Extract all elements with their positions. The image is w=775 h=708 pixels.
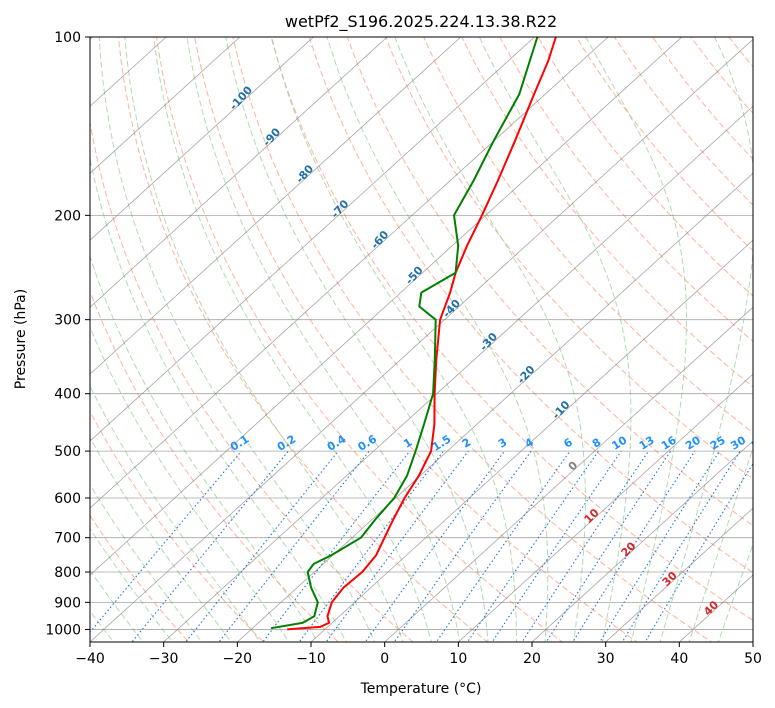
mixing-ratio-label: 36: [749, 433, 769, 452]
dry-adiabat-line: [232, 37, 713, 642]
isotherm-gridline: [90, 37, 241, 174]
isotherm-gridline: [90, 38, 753, 642]
mixing-ratio-line: [364, 450, 505, 642]
isotherm-gridline: [531, 440, 753, 642]
dry-adiabat-line: [423, 37, 753, 434]
dry-adiabat-line: [90, 410, 265, 642]
x-tick-label: −40: [75, 651, 105, 667]
mixing-ratio-line: [131, 450, 289, 642]
moist-adiabat-line: [90, 436, 232, 642]
dry-adiabat-line: [384, 37, 753, 480]
dry-adiabat-line: [90, 119, 414, 642]
isotherm-gridline: [310, 239, 753, 642]
x-tick-label: 30: [597, 651, 615, 667]
isotherm-gridline: [605, 507, 753, 642]
y-tick-label: 100: [54, 30, 81, 46]
y-tick-label: 200: [54, 208, 81, 224]
moist-adiabat-line: [98, 37, 376, 642]
mixing-ratio-line: [521, 450, 650, 642]
moist-adiabat-line: [478, 37, 632, 642]
y-tick-label: 900: [54, 595, 81, 611]
x-tick-label: 20: [523, 651, 541, 667]
isotherm-gridline: [90, 37, 462, 375]
dry-adiabat-line: [499, 37, 753, 343]
dry-adiabat-line: [117, 37, 489, 642]
plot-frame: [89, 36, 754, 643]
x-tick-label: −30: [149, 651, 179, 667]
isotherm-gridline: [90, 37, 314, 241]
isotherm-gridline: [163, 105, 753, 642]
isotherm-gridline: [90, 37, 388, 308]
moist-adiabat-line: [90, 326, 290, 642]
y-tick-label: 500: [54, 444, 81, 460]
moist-adiabat-line: [585, 37, 687, 642]
dry-adiabat-line: [308, 37, 753, 574]
isotherm-gridline: [90, 37, 609, 509]
moist-adiabat-line: [271, 37, 517, 642]
y-axis-label: Pressure (hPa): [13, 289, 29, 389]
y-tick-label: 700: [54, 531, 81, 547]
mixing-ratio-line: [644, 462, 753, 642]
x-tick-label: 40: [670, 651, 688, 667]
y-tick-label: 300: [54, 313, 81, 329]
mixing-ratio-line: [621, 450, 741, 642]
x-axis-label: Temperature (°C): [360, 681, 482, 697]
mixing-ratio-line: [545, 450, 672, 642]
dry-adiabat-line: [90, 514, 190, 642]
moist-adiabat-line: [90, 254, 319, 642]
moist-adiabat-line: [394, 37, 586, 642]
mixing-ratio-line: [572, 450, 696, 642]
profile-series: [270, 37, 557, 631]
isotherm-gridline: [90, 37, 683, 576]
isotherm-gridline: [237, 172, 753, 642]
y-axis: 1000 900 800 700 600 500 400 300 200 100: [45, 30, 90, 638]
x-tick-label: 10: [449, 651, 467, 667]
moist-adiabat-line: [659, 37, 753, 642]
y-tick-label: 400: [54, 387, 81, 403]
x-tick-label: −10: [296, 651, 326, 667]
isotherm-gridline: [384, 306, 753, 642]
x-axis: −40 −30 −20 −10 0 10 20 30 40 50: [75, 642, 762, 667]
y-tick-label: 1000: [45, 622, 81, 638]
moist-adiabat-line: [153, 37, 432, 642]
mixing-ratio-line: [466, 450, 599, 642]
background-lines: [90, 37, 753, 642]
moist-adiabat-line: [90, 384, 261, 642]
mixing-ratio-line: [599, 450, 721, 642]
moist-adiabat-line: [688, 446, 753, 642]
mixing-ratio-line: [262, 450, 411, 642]
y-tick-label: 600: [54, 491, 81, 507]
moist-adiabat-line: [717, 543, 753, 642]
x-tick-label: 0: [380, 651, 389, 667]
moist-adiabat-line: [90, 483, 203, 642]
mixing-ratio-line: [185, 450, 339, 642]
dry-adiabat-line: [194, 37, 638, 642]
mixing-ratio-line: [393, 450, 532, 642]
mixing-ratio-line: [491, 450, 622, 642]
y-tick-label: 800: [54, 565, 81, 581]
chart-title: wetPf2_S196.2025.224.13.38.R22: [285, 12, 557, 32]
moist-adiabat-line: [124, 37, 404, 642]
x-tick-label: −20: [223, 651, 253, 667]
moist-adiabat-line: [225, 37, 489, 642]
temperature-profile-line: [287, 37, 557, 631]
x-tick-label: 50: [744, 651, 762, 667]
dewpoint-profile-line: [270, 37, 539, 630]
isotherm-gridline: [458, 373, 753, 642]
isotherm-gridline: [90, 37, 535, 442]
dry-adiabat-line: [90, 290, 339, 642]
